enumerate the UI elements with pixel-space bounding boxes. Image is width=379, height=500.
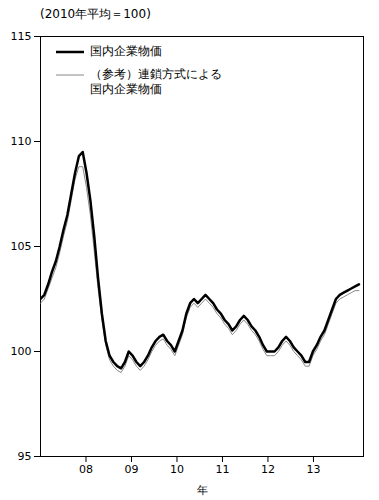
svg-text:115: 115 (11, 30, 32, 43)
svg-text:11: 11 (215, 463, 229, 476)
svg-text:08: 08 (79, 463, 93, 476)
svg-text:95: 95 (18, 450, 32, 463)
html-text:(2010年平均＝100): (2010年平均＝100) (40, 7, 151, 21)
svg-text:12: 12 (261, 463, 275, 476)
svg-text:13: 13 (306, 463, 320, 476)
html-text:（参考）連鎖方式による 国内企業物価: （参考）連鎖方式による 国内企業物価 (90, 67, 222, 96)
svg-text:年: 年 (197, 484, 208, 497)
svg-text:110: 110 (11, 135, 32, 148)
svg-text:105: 105 (11, 240, 32, 253)
svg-text:100: 100 (11, 345, 32, 358)
svg-text:09: 09 (124, 463, 138, 476)
svg-text:10: 10 (170, 463, 184, 476)
html-text:国内企業物価: 国内企業物価 (90, 44, 162, 58)
